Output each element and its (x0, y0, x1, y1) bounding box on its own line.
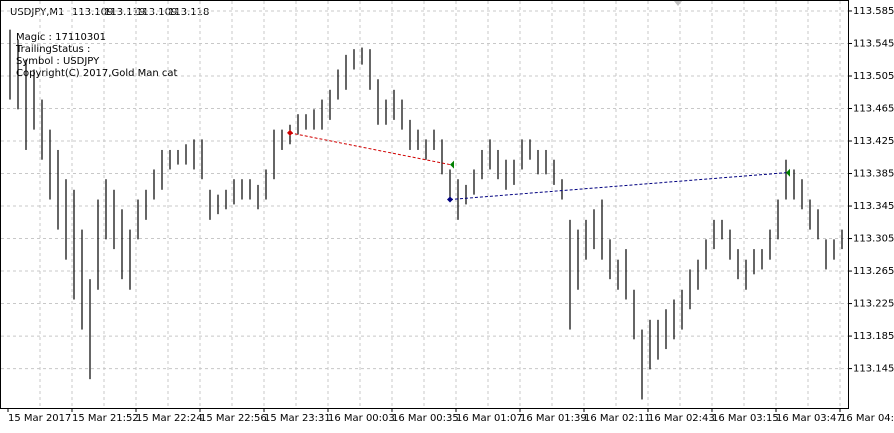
x-tick-label: 16 Mar 01:07 (456, 413, 523, 424)
trade-line (449, 172, 787, 201)
x-tick-label: 16 Mar 01:39 (520, 413, 587, 424)
trade-close-marker (786, 168, 790, 177)
x-tick-label: 15 Mar 2017 (8, 413, 71, 424)
x-tick-label: 16 Mar 00:35 (392, 413, 459, 424)
x-tick-label: 16 Mar 02:11 (584, 413, 651, 424)
trade-open-marker (447, 196, 453, 203)
y-tick-label: 113.145 (853, 364, 894, 375)
quote-value: 113.118 (168, 7, 209, 18)
comment: Magic : 17110301 (16, 32, 106, 43)
x-tick-label: 16 Mar 02:43 (648, 413, 715, 424)
x-tick-label: 15 Mar 21:52 (72, 413, 139, 424)
comment: Copyright(C) 2017,Gold Man cat (16, 68, 178, 79)
y-tick-label: 113.225 (853, 299, 894, 310)
trade-line (289, 132, 451, 166)
x-tick-label: 15 Mar 22:56 (200, 413, 267, 424)
comment: Symbol : USDJPY (16, 56, 100, 67)
y-tick-label: 113.385 (853, 169, 894, 180)
symbol: USDJPY,M1 (10, 7, 64, 18)
quote-value: 113.109 (72, 7, 113, 18)
x-tick-label: 16 Mar 03:15 (712, 413, 779, 424)
y-tick-label: 113.305 (853, 234, 894, 245)
y-tick-label: 113.265 (853, 266, 894, 277)
y-tick-label: 113.465 (853, 104, 894, 115)
x-tick-label: 16 Mar 03:47 (776, 413, 843, 424)
y-tick-label: 113.345 (853, 201, 894, 212)
x-tick-label: 15 Mar 22:24 (136, 413, 203, 424)
x-tick-label: 16 Mar 00:03 (328, 413, 395, 424)
x-tick-label: 15 Mar 23:31 (264, 413, 331, 424)
y-tick-label: 113.585 (853, 6, 894, 17)
y-tick-label: 113.545 (853, 38, 894, 49)
layer: 113.585 113.545 113.505 113.465 113.425 113.3… (1, 1, 894, 424)
quote-value: 113.109 (136, 7, 177, 18)
trade-open-marker (287, 129, 293, 136)
y-tick-label: 113.505 (853, 71, 894, 82)
comment: TrailingStatus : (15, 44, 90, 55)
y-tick-label: 113.185 (853, 331, 894, 342)
quote-value: 113.119 (104, 7, 145, 18)
y-tick-label: 113.425 (853, 136, 894, 147)
x-tick-label: 16 Mar 04:19 (840, 413, 894, 424)
trade-close-marker (450, 160, 454, 169)
